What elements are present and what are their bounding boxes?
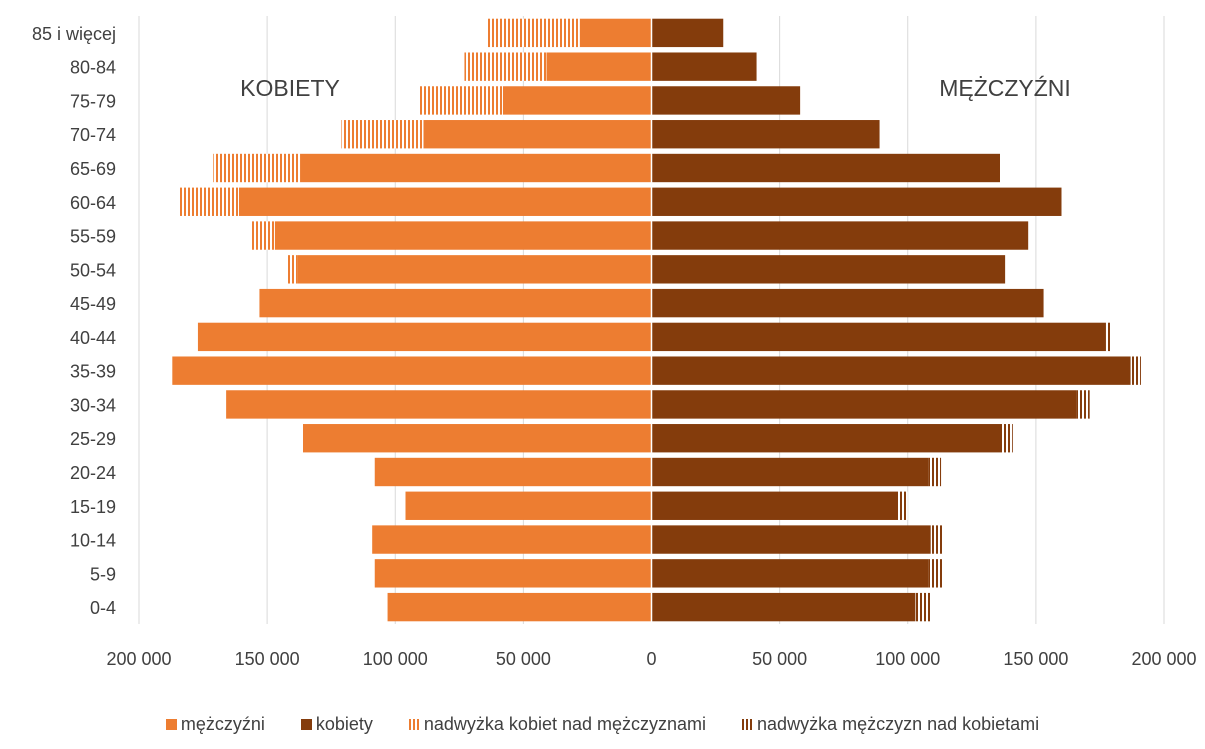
legend-label-men: mężczyźni: [180, 714, 265, 734]
x-tick-label: 150 000: [1003, 649, 1068, 669]
x-tick-label: 100 000: [875, 649, 940, 669]
bar-women-30-34: [651, 390, 1077, 419]
bar-men-50-54: [297, 255, 652, 284]
bar-women-70-74: [651, 120, 880, 149]
bar-men-55-59: [274, 221, 652, 250]
bar-men-45-49: [259, 288, 652, 318]
annotation-mezczyzni: MĘŻCZYŹNI: [939, 75, 1071, 101]
bar-men-40-44: [197, 322, 652, 352]
bar-male-surplus-0-4: [915, 592, 931, 622]
bar-female-surplus-60-64: [180, 187, 239, 216]
bar-men-5-9: [374, 559, 652, 588]
bar-men-75-79: [502, 86, 652, 115]
category-label: 45-49: [70, 294, 116, 314]
bar-male-surplus-30-34: [1076, 390, 1090, 419]
x-tick-label: 200 000: [106, 649, 171, 669]
x-tick-label: 150 000: [235, 649, 300, 669]
category-label: 0-4: [90, 598, 116, 618]
bar-men-25-29: [303, 424, 652, 453]
category-label: 50-54: [70, 260, 116, 280]
bar-women-35-39: [651, 356, 1131, 385]
category-label: 55-59: [70, 227, 116, 247]
legend-label-male-surplus: nadwyżka mężczyzn nad kobietami: [757, 714, 1040, 734]
x-tick-label: 100 000: [363, 649, 428, 669]
bar-female-surplus-55-59: [251, 221, 275, 250]
category-label: 25-29: [70, 429, 116, 449]
category-label: 70-74: [70, 125, 116, 145]
bar-women-45-49: [651, 288, 1044, 318]
bar-men-70-74: [423, 120, 652, 149]
bar-female-surplus-65-69: [213, 153, 301, 183]
x-tick-label: 50 000: [752, 649, 807, 669]
category-label: 35-39: [70, 362, 116, 382]
bar-men-65-69: [300, 153, 652, 183]
bar-male-surplus-40-44: [1105, 322, 1111, 352]
legend-swatch-female-surplus: [408, 719, 420, 730]
bar-men-0-4: [387, 592, 652, 622]
category-label: 15-19: [70, 497, 116, 517]
legend-item-women: kobiety: [300, 714, 373, 735]
bar-men-10-14: [372, 525, 652, 554]
category-label: 40-44: [70, 328, 116, 348]
bar-women-85 i więcej: [651, 18, 724, 48]
category-label: 75-79: [70, 91, 116, 111]
bar-female-surplus-50-54: [287, 255, 298, 284]
bar-women-10-14: [651, 525, 931, 554]
bar-men-60-64: [238, 187, 652, 216]
bar-female-surplus-75-79: [418, 86, 503, 115]
legend-item-men: mężczyźni: [165, 714, 265, 735]
bar-female-surplus-70-74: [341, 120, 424, 149]
axis-labels: 0-4 5-9 10-14 15-19 20-24 25-29 30-34 35-39 40-4…: [32, 24, 1197, 669]
bar-women-25-29: [651, 424, 1000, 453]
legend-swatch-male-surplus: [742, 719, 754, 730]
bar-women-5-9: [651, 559, 929, 588]
bar-men-30-34: [226, 390, 652, 419]
bar-women-65-69: [651, 153, 1000, 183]
legend-label-women: kobiety: [315, 714, 373, 734]
legend-label-female-surplus: nadwyżka kobiet nad mężczyznami: [423, 714, 707, 734]
bars: [172, 16, 1141, 624]
bar-male-surplus-15-19: [897, 491, 908, 520]
legend-item-female-surplus: nadwyżka kobiet nad mężczyznami: [408, 714, 707, 735]
legend-swatch-women: [300, 719, 312, 730]
bar-women-60-64: [651, 187, 1062, 216]
category-label: 20-24: [70, 463, 116, 483]
bar-women-75-79: [651, 86, 801, 115]
x-tick-label: 50 000: [496, 649, 551, 669]
bar-men-80-84: [546, 52, 652, 81]
bar-women-55-59: [651, 221, 1029, 250]
category-label: 5-9: [90, 564, 116, 584]
bar-women-15-19: [651, 491, 898, 520]
category-label: 30-34: [70, 395, 116, 415]
bar-men-15-19: [405, 491, 652, 520]
category-label: 65-69: [70, 159, 116, 179]
bar-women-40-44: [651, 322, 1106, 352]
annotation-kobiety: KOBIETY: [240, 75, 340, 101]
bar-female-surplus-80-84: [464, 52, 547, 81]
bar-men-35-39: [172, 356, 652, 385]
legend: mężczyźni kobiety nadwyżka kobiet nad mę…: [0, 714, 1205, 735]
bar-male-surplus-35-39: [1130, 356, 1141, 385]
bar-women-80-84: [651, 52, 757, 81]
legend-swatch-men: [165, 719, 177, 730]
x-tick-label: 200 000: [1131, 649, 1196, 669]
x-tick-label: 0: [646, 649, 656, 669]
legend-item-male-surplus: nadwyżka mężczyzn nad kobietami: [742, 714, 1039, 735]
bar-male-surplus-5-9: [928, 559, 944, 588]
bar-female-surplus-85 i więcej: [487, 18, 580, 48]
category-label: 60-64: [70, 193, 116, 213]
bar-male-surplus-25-29: [1000, 424, 1013, 453]
bar-men-85 i więcej: [579, 18, 652, 48]
bar-women-20-24: [651, 457, 929, 487]
bar-men-20-24: [374, 457, 652, 487]
category-label: 10-14: [70, 531, 116, 551]
bar-male-surplus-10-14: [930, 525, 944, 554]
bar-women-50-54: [651, 255, 1006, 284]
bar-male-surplus-20-24: [928, 457, 942, 487]
category-label: 80-84: [70, 58, 116, 78]
category-label: 85 i więcej: [32, 24, 116, 44]
bar-women-0-4: [651, 592, 916, 622]
